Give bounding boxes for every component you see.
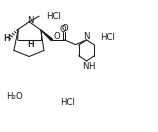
Text: HCl: HCl bbox=[100, 33, 115, 42]
Text: H: H bbox=[27, 40, 33, 49]
Text: H: H bbox=[27, 40, 33, 49]
Text: HCl: HCl bbox=[61, 98, 75, 107]
Text: HCl: HCl bbox=[47, 12, 61, 21]
Text: N: N bbox=[83, 32, 90, 41]
Text: O: O bbox=[54, 32, 60, 41]
Text: H: H bbox=[3, 34, 10, 43]
Text: O: O bbox=[61, 24, 68, 33]
Text: N: N bbox=[27, 16, 33, 25]
Text: N: N bbox=[82, 62, 89, 71]
Text: H₂O: H₂O bbox=[6, 92, 23, 101]
Text: H: H bbox=[3, 34, 10, 43]
Text: O: O bbox=[59, 25, 66, 34]
Polygon shape bbox=[41, 30, 53, 40]
Text: H: H bbox=[88, 62, 94, 71]
